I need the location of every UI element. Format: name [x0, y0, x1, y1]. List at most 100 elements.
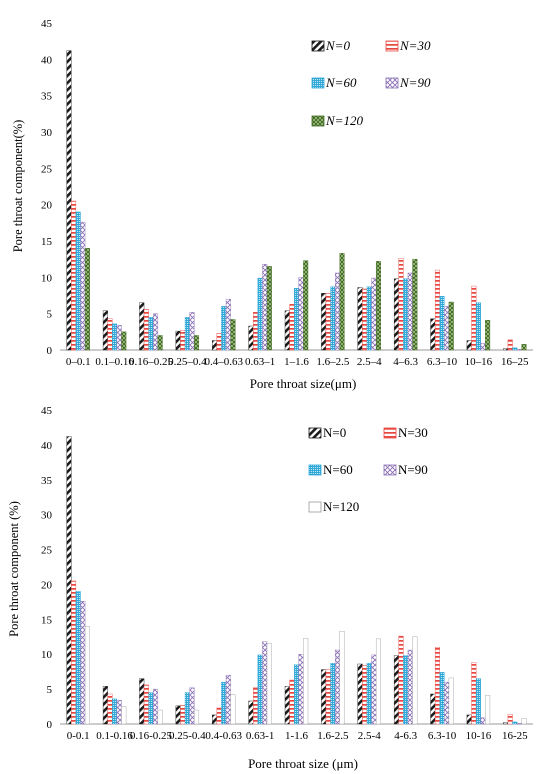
bar-N120-4: [230, 319, 236, 351]
bar-N60-0: [75, 211, 81, 351]
x-tick-label: 0.63-1: [246, 730, 274, 742]
bar-N90-6: [298, 654, 304, 725]
bar-N30-0: [71, 580, 77, 725]
bar-N120-1: [121, 331, 127, 351]
x-tick-label: 6.3–10: [427, 356, 458, 368]
bar-N90-7: [334, 272, 340, 351]
bar-N0-11: [466, 714, 472, 725]
legend-swatch-N60: [308, 464, 322, 476]
bar-N90-1: [116, 325, 122, 351]
bar-N30-2: [143, 684, 149, 725]
x-tick-label: 0.63–1: [245, 356, 275, 368]
y-tick-label: 30: [41, 127, 53, 139]
legend-label-N60: N=60: [323, 462, 353, 477]
bar-N120-9: [412, 258, 418, 351]
bar-N30-8: [362, 288, 368, 351]
bar-N90-9: [407, 272, 413, 351]
bar-N30-10: [434, 647, 440, 725]
y-tick-label: 35: [41, 91, 53, 103]
bar-N60-11: [475, 302, 481, 351]
bar-N30-0: [71, 200, 77, 351]
bar-N0-6: [284, 686, 290, 725]
x-tick-label: 0.25-0.4: [169, 730, 206, 742]
bar-N30-7: [325, 293, 331, 351]
bar-N0-5: [248, 700, 254, 725]
bar-N120-11: [485, 320, 491, 351]
bar-N60-10: [439, 672, 445, 725]
legend-swatch-N0: [308, 427, 322, 439]
bar-N120-7: [339, 253, 345, 351]
y-tick-label: 25: [41, 545, 53, 557]
bar-N120-7: [339, 631, 345, 725]
bar-N30-1: [107, 318, 113, 351]
x-tick-label: 16-25: [502, 730, 528, 742]
bar-N30-10: [434, 269, 440, 351]
bar-N30-12: [507, 714, 513, 725]
bar-N0-1: [102, 310, 108, 351]
bar-N120-12: [521, 343, 527, 351]
bar-N120-3: [194, 709, 200, 725]
bar-N90-4: [225, 298, 231, 351]
y-tick-label: 10: [41, 649, 53, 661]
bar-N60-4: [221, 681, 227, 725]
x-tick-label: 10-16: [466, 730, 492, 742]
bar-N30-11: [471, 662, 477, 725]
bar-N30-2: [143, 309, 149, 351]
chart-top: Pore throat component(%) Pore throat siz…: [11, 18, 533, 391]
y-axis-title: Pore throat component(%): [11, 120, 25, 253]
y-tick-label: 35: [41, 475, 53, 487]
legend-label-N90: N=90: [398, 462, 428, 477]
bar-N0-5: [248, 325, 254, 351]
bar-N0-1: [102, 686, 108, 725]
bar-N30-6: [289, 679, 295, 725]
bar-N120-4: [230, 694, 236, 725]
legend-label-N0: N=0: [325, 38, 350, 53]
y-tick-label: 45: [41, 18, 53, 30]
bar-N90-3: [189, 312, 195, 351]
bar-N120-1: [121, 706, 127, 725]
x-tick-label: 1-1.6: [285, 730, 308, 742]
bar-N60-7: [330, 286, 336, 351]
x-tick-label: 0.4–0.63: [204, 356, 243, 368]
bar-N60-12: [512, 347, 518, 351]
bar-N0-12: [503, 722, 509, 725]
bar-N120-6: [303, 637, 309, 725]
bar-N60-5: [257, 654, 263, 725]
bar-N30-6: [289, 304, 295, 351]
bar-N60-1: [112, 698, 118, 725]
bar-N0-11: [466, 340, 472, 351]
bar-N120-5: [266, 266, 272, 351]
y-tick-label: 10: [41, 272, 53, 284]
x-tick-label: 0.4-0.63: [205, 730, 242, 742]
legend-swatch-N90: [385, 77, 399, 89]
bar-N60-6: [294, 288, 300, 351]
bar-N90-8: [371, 277, 377, 351]
bar-N90-0: [80, 221, 86, 351]
legend-swatch-N120: [311, 115, 325, 127]
legend-label-N30: N=30: [399, 38, 431, 53]
bar-N60-3: [184, 317, 190, 351]
bar-N120-12: [521, 718, 527, 725]
bar-N90-8: [371, 654, 377, 725]
bar-N120-8: [375, 261, 381, 351]
bar-N30-9: [398, 258, 404, 351]
bar-N90-5: [262, 264, 268, 351]
x-axis-title: Pore throat size (μm): [248, 756, 358, 771]
bar-N60-6: [294, 664, 300, 725]
bar-N90-2: [153, 688, 159, 725]
bar-N0-3: [175, 330, 181, 351]
x-tick-label: 1.6–2.5: [316, 356, 350, 368]
x-tick-label: 2.5–4: [357, 356, 382, 368]
bar-N120-0: [84, 626, 90, 725]
legend-label-N30: N=30: [398, 425, 428, 440]
bar-N0-12: [503, 348, 509, 351]
x-tick-label: 0-0.1: [67, 730, 90, 742]
bar-N120-5: [266, 643, 272, 725]
bar-N0-2: [139, 302, 145, 351]
bar-N0-3: [175, 705, 181, 725]
bar-N60-7: [330, 663, 336, 725]
bar-N90-9: [407, 649, 413, 725]
legend-swatch-N30: [385, 40, 399, 52]
